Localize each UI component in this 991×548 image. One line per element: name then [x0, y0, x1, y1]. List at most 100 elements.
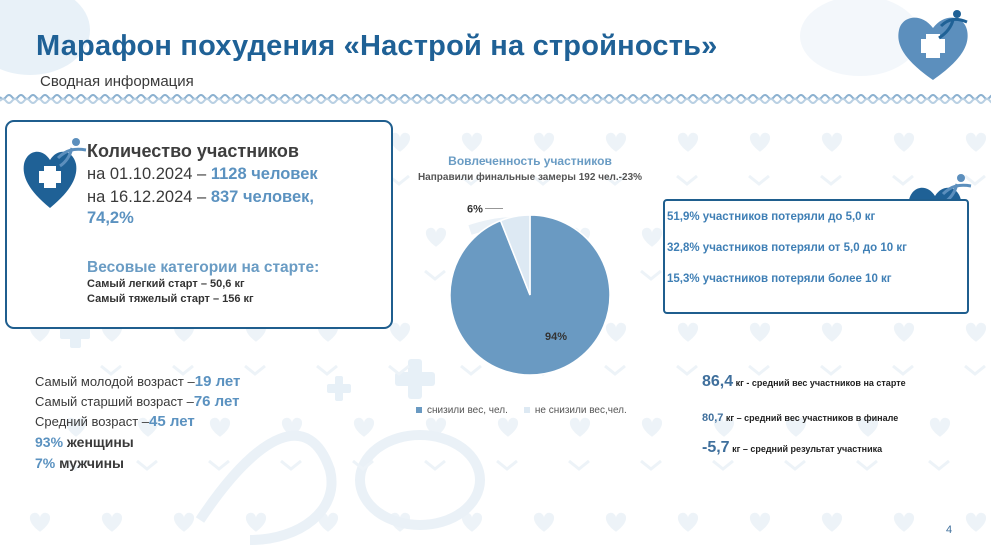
chart-subtitle: Направили финальные замеры 192 чел.-23% — [417, 172, 643, 183]
bg-heart-shape — [677, 322, 699, 342]
bg-heart-shape — [677, 512, 699, 532]
avg-final-label: кг – средний вес участников в финале — [723, 413, 899, 423]
bg-chevron-shape — [712, 459, 734, 471]
bg-chevron-shape — [604, 364, 626, 376]
bg-heart-shape — [965, 322, 987, 342]
bg-chevron-shape — [460, 364, 482, 376]
avg-start-value: 86,4 — [702, 373, 734, 390]
bg-chevron-shape — [892, 174, 914, 186]
lightest-start: Самый легкий старт – 50,6 кг — [87, 278, 245, 290]
oldest-label: Самый старший возраст – — [35, 394, 194, 409]
bg-chevron-shape — [676, 364, 698, 376]
bg-heart-shape — [29, 512, 51, 532]
avg-result-value: -5,7 — [702, 439, 730, 456]
bg-chevron-shape — [532, 174, 554, 186]
wave-divider — [0, 94, 991, 104]
bg-heart-shape — [749, 512, 771, 532]
loss-up-to-5: 51,9% участников потеряли до 5,0 кг — [667, 211, 876, 223]
avg-start-label: кг - средний вес участников на старте — [733, 378, 906, 388]
bg-heart-shape — [605, 512, 627, 532]
pie-legend: снизили вес, чел. не снизили вес,чел. — [416, 400, 643, 418]
bg-chevron-shape — [676, 174, 698, 186]
bg-heart-shape — [965, 132, 987, 152]
participants-final-line: на 16.12.2024 – 837 человек, — [87, 188, 314, 207]
oldest-value: 76 лет — [193, 393, 240, 410]
bg-heart-shape — [605, 322, 627, 342]
bg-heart-shape — [821, 132, 843, 152]
bg-chevron-shape — [640, 459, 662, 471]
bg-chevron-shape — [820, 174, 842, 186]
legend-swatch-1 — [416, 407, 422, 414]
bg-heart-shape — [137, 417, 159, 437]
oldest-age: Самый старший возраст –76 лет — [35, 393, 240, 410]
bg-chevron-shape — [964, 364, 986, 376]
men-percent: 7% — [35, 455, 56, 471]
bg-heart-shape — [533, 132, 555, 152]
bg-heart-shape — [929, 417, 951, 437]
bg-chevron-shape — [280, 459, 302, 471]
participants-start-line: на 01.10.2024 – 1128 человек — [87, 165, 318, 184]
women-percent: 93% — [35, 434, 64, 450]
bg-heart-shape — [857, 417, 879, 437]
legend-item-1: снизили вес, чел. — [416, 405, 508, 416]
legend-label-1: снизили вес, чел. — [427, 405, 508, 416]
bg-heart-shape — [389, 322, 411, 342]
pie-data-label-2: 6% — [467, 203, 483, 215]
page-subtitle: Сводная информация — [40, 73, 194, 90]
start-dash: – — [192, 165, 211, 183]
engagement-pie-chart: 94% 6% — [449, 203, 611, 376]
legend-swatch-2 — [523, 407, 530, 414]
bg-chevron-shape — [352, 459, 374, 471]
bg-chevron-shape — [208, 459, 230, 471]
bg-heart-shape — [209, 417, 231, 437]
bg-heart-shape — [245, 512, 267, 532]
pie-data-label-1: 94% — [545, 331, 567, 343]
bg-chevron-shape — [820, 364, 842, 376]
bg-heart-shape — [353, 417, 375, 437]
bg-heart-shape — [533, 512, 555, 532]
bg-heart-shape — [101, 512, 123, 532]
youngest-age: Самый молодой возраст –19 лет — [35, 373, 240, 390]
bg-chevron-shape — [496, 459, 518, 471]
bg-heart-shape — [785, 417, 807, 437]
avg-final-weight: 80,7 кг – средний вес участников в финал… — [702, 408, 898, 426]
loss-5-to-10: 32,8% участников потеряли от 5,0 до 10 к… — [667, 242, 907, 254]
bg-heart-shape — [749, 322, 771, 342]
bg-chevron-shape — [64, 459, 86, 471]
bg-heart-shape — [425, 227, 447, 247]
women-share: 93% женщины — [35, 434, 134, 450]
youngest-value: 19 лет — [194, 373, 241, 390]
bg-heart-shape — [677, 132, 699, 152]
bg-heart-shape — [605, 132, 627, 152]
bg-heart-shape — [821, 322, 843, 342]
bg-heart-shape — [569, 417, 591, 437]
start-date: на 01.10.2024 — [87, 165, 193, 183]
bg-heart-shape — [65, 417, 87, 437]
avg-start-weight: 86,4 кг - средний вес участников на стар… — [702, 373, 906, 391]
participants-title: Количество участников — [87, 141, 299, 161]
bg-heart-shape — [317, 512, 339, 532]
final-date: на 16.12.2024 — [87, 188, 193, 206]
bg-chevron-shape — [172, 364, 194, 376]
youngest-label: Самый молодой возраст – — [35, 374, 195, 389]
men-label: мужчины — [55, 455, 124, 471]
bg-heart-shape — [461, 512, 483, 532]
bg-heart-shape — [461, 132, 483, 152]
bg-heart-shape — [389, 132, 411, 152]
bg-heart-shape — [173, 512, 195, 532]
bg-chevron-shape — [640, 269, 662, 281]
bg-chevron-shape — [964, 174, 986, 186]
heaviest-start: Самый тяжелый старт – 156 кг — [87, 293, 254, 305]
bg-heart-shape — [893, 132, 915, 152]
bg-chevron-shape — [928, 459, 950, 471]
average-value: 45 лет — [149, 413, 195, 430]
page-number: 4 — [946, 524, 953, 536]
bg-heart-shape — [641, 227, 663, 247]
page-title: Марафон похудения «Настрой на стройность… — [36, 30, 718, 62]
bg-chevron-shape — [316, 364, 338, 376]
bg-heart-shape — [893, 322, 915, 342]
bg-heart-shape — [893, 512, 915, 532]
bg-chevron-shape — [424, 269, 446, 281]
bg-chevron-shape — [748, 174, 770, 186]
bg-chevron-shape — [244, 364, 266, 376]
